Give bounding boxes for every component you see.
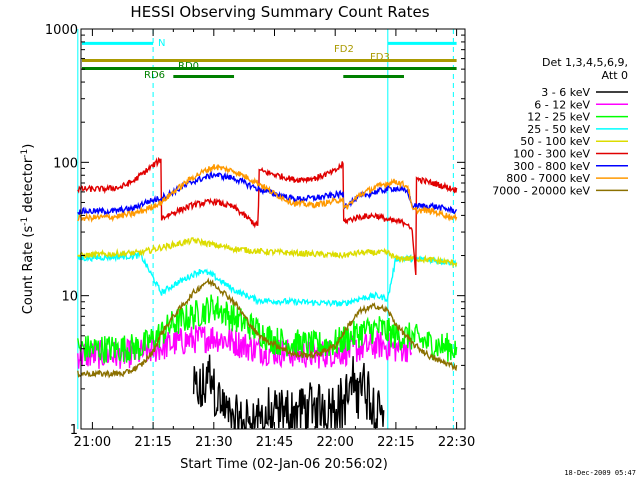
flag-label-rd6: RD6	[144, 70, 165, 81]
y-tick-label-0: 1	[70, 423, 78, 438]
chart-title: HESSI Observing Summary Count Rates	[130, 3, 429, 21]
x-tick-label-5: 22:15	[377, 435, 414, 450]
y-axis-label: Count Rate (s-1 detector-1)	[20, 144, 36, 315]
series-line-2	[77, 294, 458, 364]
legend-label-2: 12 - 25 keV	[527, 111, 590, 124]
y-tick-label-2: 100	[53, 156, 78, 171]
plot-content: N FD2 FD3 RD0 RD6	[77, 29, 458, 430]
series-line-8	[77, 277, 458, 379]
legend-header-detectors: Det 1,3,4,5,6,9,	[542, 56, 628, 69]
x-tick-label-0: 21:00	[74, 435, 111, 450]
x-tick-label-3: 21:45	[256, 435, 293, 450]
legend-label-3: 25 - 50 keV	[527, 123, 590, 136]
x-tick-label-1: 21:15	[134, 435, 171, 450]
flag-label-n: N	[158, 38, 165, 49]
flag-label-fd2: FD2	[334, 44, 354, 55]
series-line-4	[77, 236, 458, 269]
legend-label-1: 6 - 12 keV	[534, 98, 590, 111]
series-line-0	[192, 354, 385, 430]
legend-header-attenuator: Att 0	[602, 69, 628, 82]
legend-label-5: 100 - 300 keV	[513, 148, 590, 161]
x-axis-label: Start Time (02-Jan-06 20:56:02)	[180, 457, 388, 472]
legend-label-6: 300 - 800 keV	[513, 160, 590, 173]
series-line-7	[77, 163, 458, 223]
x-tick-label-6: 22:30	[438, 435, 475, 450]
x-tick-label-2: 21:30	[195, 435, 232, 450]
y-tick-label-3: 1000	[45, 23, 78, 38]
series-line-5	[77, 156, 458, 276]
axis-ticks: 21:00 21:15 21:30 21:45 22:00 22:15 22:30 1 10 10…	[45, 23, 475, 450]
legend-label-7: 800 - 7000 keV	[506, 172, 590, 185]
legend-label-0: 3 - 6 keV	[541, 86, 590, 99]
legend-label-4: 50 - 100 keV	[520, 135, 590, 148]
flag-label-rd0: RD0	[178, 61, 199, 72]
legend-label-8: 7000 - 20000 keV	[492, 184, 590, 197]
render-timestamp: 18-Dec-2009 05:47	[564, 469, 636, 477]
y-tick-label-1: 10	[61, 290, 78, 305]
plot-frame	[80, 28, 466, 430]
series-line-6	[77, 170, 458, 216]
x-tick-label-4: 22:00	[316, 435, 353, 450]
flag-label-fd3: FD3	[370, 52, 390, 63]
